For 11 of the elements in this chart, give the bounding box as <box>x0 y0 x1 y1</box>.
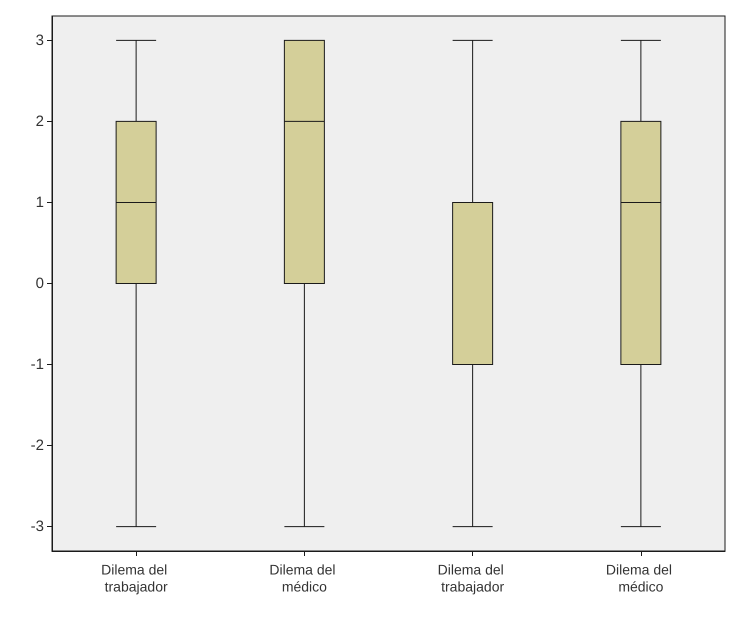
y-tick-label: -3 <box>30 518 44 536</box>
y-tick-label: -1 <box>30 356 44 374</box>
x-tick-label: Dilema del trabajador <box>438 562 508 594</box>
y-tick-label: -2 <box>30 437 44 454</box>
y-tick-label: 3 <box>36 32 44 49</box>
y-tick-label: 1 <box>36 194 44 211</box>
x-tick-label: Dilema del médico <box>606 562 676 594</box>
y-tick-label: 2 <box>36 112 44 130</box>
x-tick-label: Dilema del trabajador <box>101 562 172 594</box>
y-tick-label: 0 <box>36 275 44 292</box>
x-tick-label: Dilema del médico <box>269 562 340 594</box>
